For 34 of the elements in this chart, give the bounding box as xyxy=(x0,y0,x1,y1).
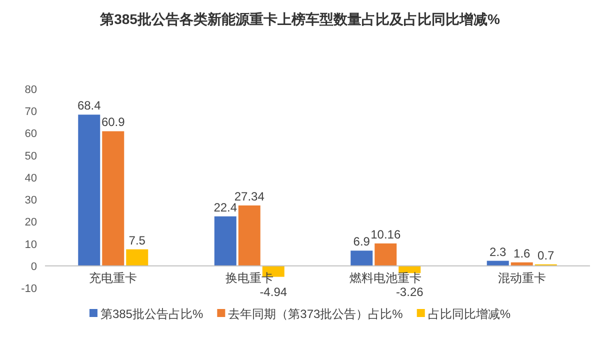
data-label: 68.4 xyxy=(77,98,102,113)
data-label: 2.3 xyxy=(490,244,507,259)
bar xyxy=(126,249,148,266)
bar xyxy=(102,131,124,266)
bar xyxy=(238,205,260,266)
legend-label: 占比同比增减% xyxy=(428,307,511,321)
y-tick-label: 50 xyxy=(24,150,37,162)
y-tick-label: 20 xyxy=(24,216,37,229)
chart-title: 第385批公告各类新能源重卡上榜车型数量占比及占比同比增减% xyxy=(99,11,500,27)
legend-label: 去年同期（第373批公告）占比% xyxy=(228,307,404,321)
data-label: 6.9 xyxy=(353,234,370,249)
y-tick-label: 0 xyxy=(30,260,37,273)
bar xyxy=(78,114,100,266)
bar xyxy=(350,250,373,266)
y-tick-label: 40 xyxy=(24,172,37,184)
bar xyxy=(374,243,397,266)
x-tick-label: 充电重卡 xyxy=(89,270,138,285)
x-tick-label: 燃料电池重卡 xyxy=(350,270,422,285)
data-label: 60.9 xyxy=(101,115,126,130)
data-label: -4.94 xyxy=(260,284,288,299)
y-tick-label: 30 xyxy=(24,194,37,207)
legend-label: 第385批公告占比% xyxy=(100,307,204,321)
data-label: 10.16 xyxy=(370,227,401,242)
y-tick-label: 70 xyxy=(24,106,37,118)
data-label: 7.5 xyxy=(128,233,146,248)
y-tick-label: 60 xyxy=(24,128,37,140)
data-label: 1.6 xyxy=(514,246,531,260)
data-label: -3.26 xyxy=(396,284,424,299)
bar xyxy=(214,216,236,266)
data-label: 0.7 xyxy=(538,248,555,262)
x-tick-label: 混动重卡 xyxy=(498,270,546,285)
y-tick-label: 80 xyxy=(24,84,37,96)
y-tick-label: -10 xyxy=(21,283,37,295)
y-tick-label: 10 xyxy=(24,238,37,251)
